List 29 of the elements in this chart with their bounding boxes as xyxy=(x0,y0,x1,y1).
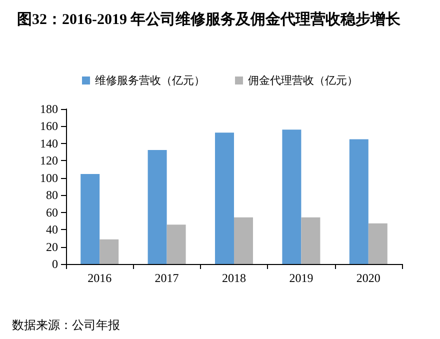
bar xyxy=(234,217,253,264)
y-tick-label: 160 xyxy=(40,119,58,134)
bar xyxy=(215,132,234,264)
x-tick-label: 2019 xyxy=(289,271,314,285)
bar xyxy=(100,239,119,264)
bar xyxy=(166,224,186,264)
bar xyxy=(148,150,167,264)
bar xyxy=(282,130,302,264)
y-tick-label: 40 xyxy=(46,222,58,237)
x-tick-label: 2017 xyxy=(154,271,179,285)
y-tick-label: 60 xyxy=(46,205,58,220)
bar xyxy=(349,139,368,264)
source-note: 数据来源：公司年报 xyxy=(12,318,120,332)
x-tick-label: 2018 xyxy=(222,271,246,285)
legend-label: 佣金代理营收（亿元） xyxy=(248,74,358,87)
y-tick-label: 20 xyxy=(46,240,58,254)
legend-label: 维修服务营收（亿元） xyxy=(95,74,205,87)
y-tick-label: 140 xyxy=(40,136,58,150)
chart-title: 图32：2016-2019 年公司维修服务及佣金代理营收稳步增长 xyxy=(17,10,402,28)
y-tick-label: 100 xyxy=(40,170,58,185)
bar xyxy=(368,223,388,264)
y-tick-label: 180 xyxy=(40,102,58,116)
x-tick-label: 2016 xyxy=(88,271,112,285)
y-tick-label: 80 xyxy=(46,188,58,202)
y-tick-label: 0 xyxy=(52,257,58,271)
y-tick-label: 120 xyxy=(40,154,58,168)
bar xyxy=(80,174,100,264)
x-tick-label: 2020 xyxy=(356,271,380,285)
bar xyxy=(301,217,320,264)
